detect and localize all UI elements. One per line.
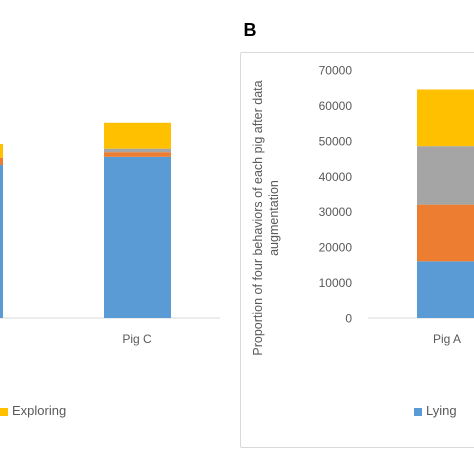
legend-label-lying: Lying [426,403,457,418]
bar-segment-pig-c-1 [104,152,171,157]
legend-label-exploring: Exploring [12,403,67,418]
bar-segment-pig-c-2 [104,148,171,153]
right-chart-frame [240,52,474,448]
legend-swatch-lying [414,407,422,416]
bar-segment-pig-c-3 [104,122,171,149]
left-chart: Pig C [0,122,220,346]
y-tick-label: 10000 [319,276,353,290]
bar-segment-pig-c-0 [104,156,171,318]
y-tick-label: 20000 [319,241,353,255]
y-tick-label: 70000 [319,64,353,78]
x-tick-label-pig-a: Pig A [433,332,461,346]
legend-swatch-exploring [0,407,8,416]
x-tick-label-pig-c: Pig C [122,332,152,346]
bar-segment-pig-a-0 [417,261,474,318]
y-axis-title-wrap: Proportion of four behaviors of each pig… [234,58,298,378]
bar-segment-pig-a-3 [417,89,474,147]
y-tick-label: 50000 [319,134,353,148]
y-tick-label: 40000 [319,170,353,184]
right-chart: 0 10000 20000 30000 40000 50000 60000 70000 Pig … [319,64,474,346]
panel-label: B [243,20,257,40]
y-axis-title: Proportion of four behaviors of each pig… [251,80,281,356]
bar-segment-cut-blue [0,165,3,318]
bar-segment-pig-a-2 [417,146,474,205]
y-tick-label: 30000 [319,205,353,219]
bar-segment-cut-yellow [0,144,3,158]
legend-item-lying: Lying [414,403,457,418]
bar-segment-pig-a-1 [417,204,474,262]
legend-item-exploring: Exploring [0,403,66,418]
bar-segment-cut-orange [0,158,3,165]
y-tick-label: 0 [345,312,352,326]
y-tick-label: 60000 [319,99,353,113]
